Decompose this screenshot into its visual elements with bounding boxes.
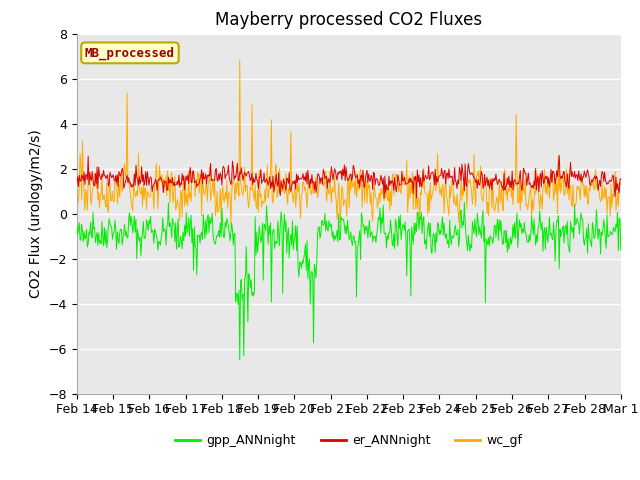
Text: MB_processed: MB_processed xyxy=(85,46,175,60)
Y-axis label: CO2 Flux (urology/m2/s): CO2 Flux (urology/m2/s) xyxy=(29,129,43,298)
Legend: gpp_ANNnight, er_ANNnight, wc_gf: gpp_ANNnight, er_ANNnight, wc_gf xyxy=(170,429,527,452)
Title: Mayberry processed CO2 Fluxes: Mayberry processed CO2 Fluxes xyxy=(215,11,483,29)
